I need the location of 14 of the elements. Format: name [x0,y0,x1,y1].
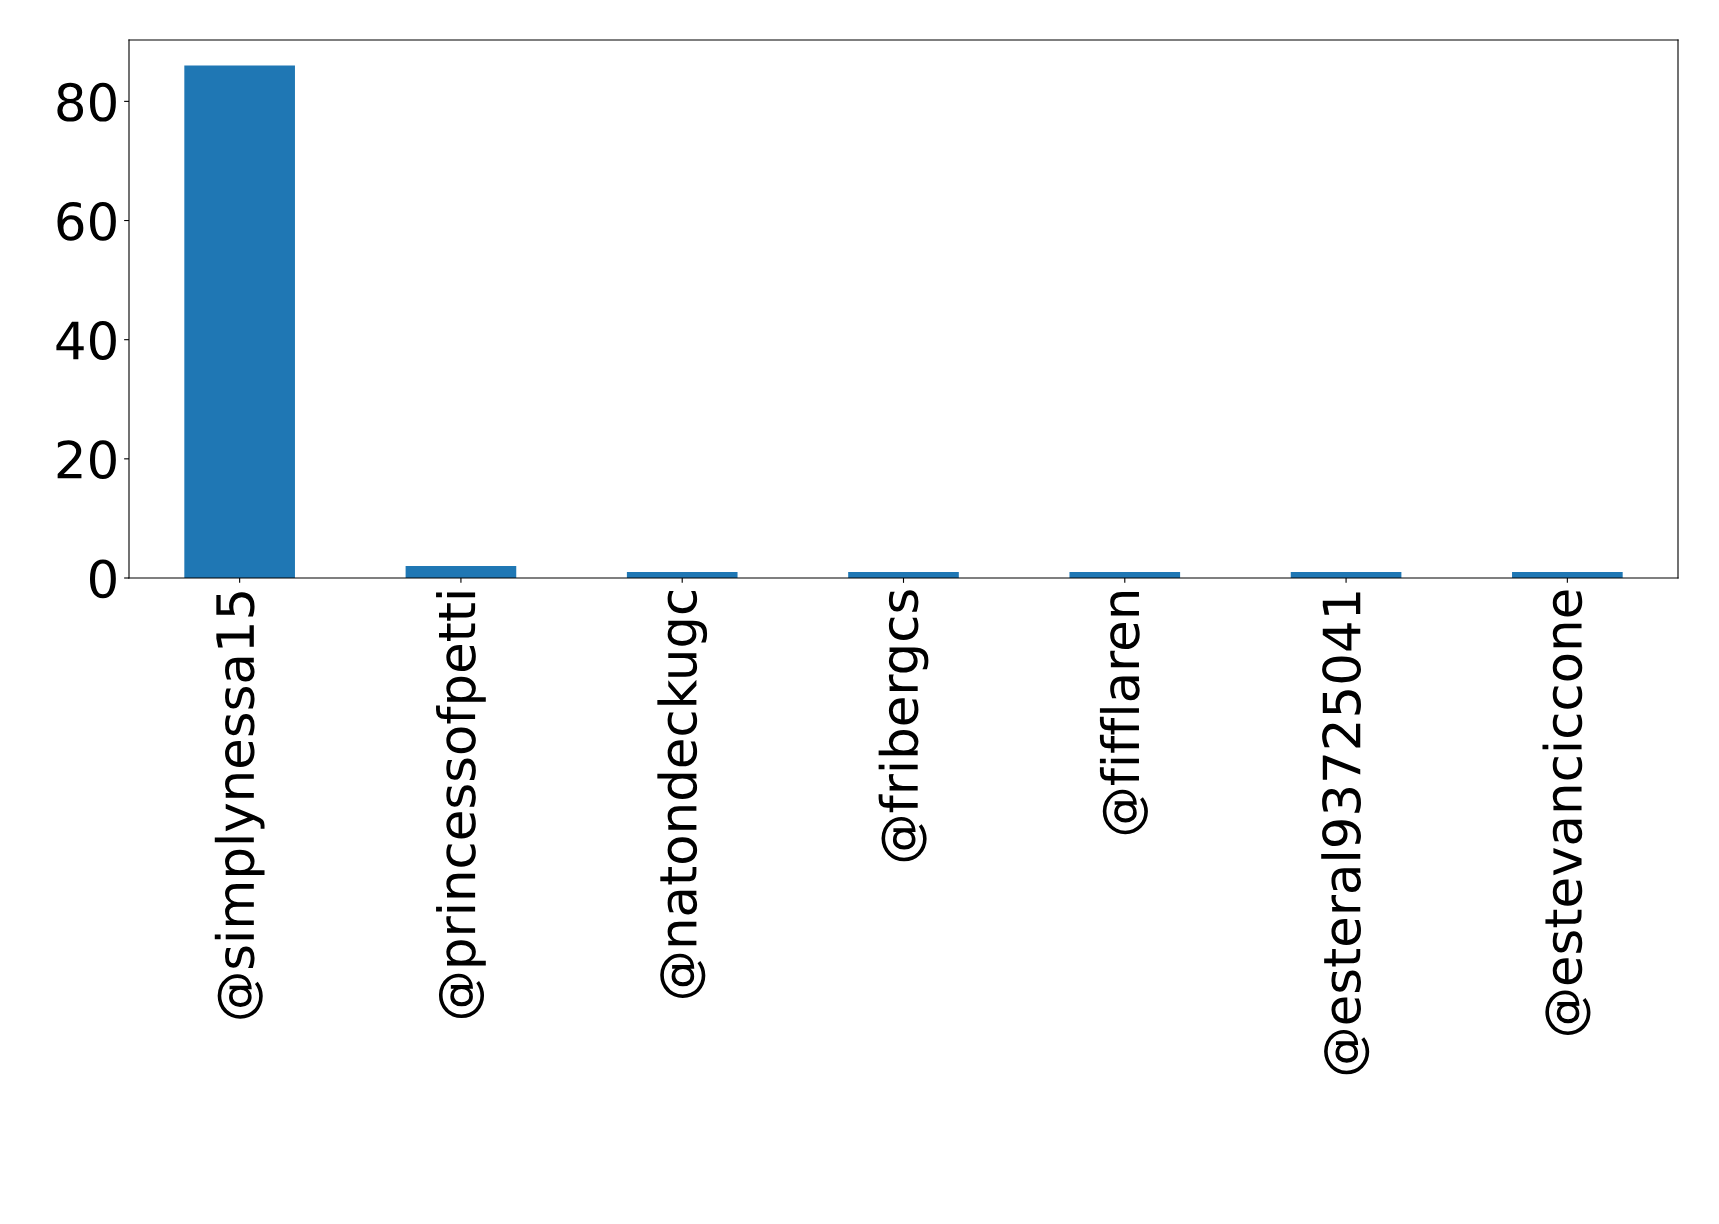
y-tick-label: 40 [56,321,116,360]
x-tick-label: @natondeckugc [657,590,708,999]
x-tick-label: @estevanciccone [1542,590,1591,1036]
x-tick-label: @simplynessa15 [214,592,265,1019]
y-tick-label: 60 [57,201,116,241]
x-tick-label: @princessofpetti [436,592,486,1019]
y-tick-label: 20 [57,440,116,480]
bar [184,65,295,578]
x-tick-label: @esteral93725041 [1321,592,1370,1075]
x-tick-label: @fribergcs [878,590,929,862]
y-tick-label: 0 [89,559,116,599]
x-tick-label: @fifflaren [1099,592,1148,835]
y-tick-label: 80 [57,82,116,122]
bar [405,566,517,578]
